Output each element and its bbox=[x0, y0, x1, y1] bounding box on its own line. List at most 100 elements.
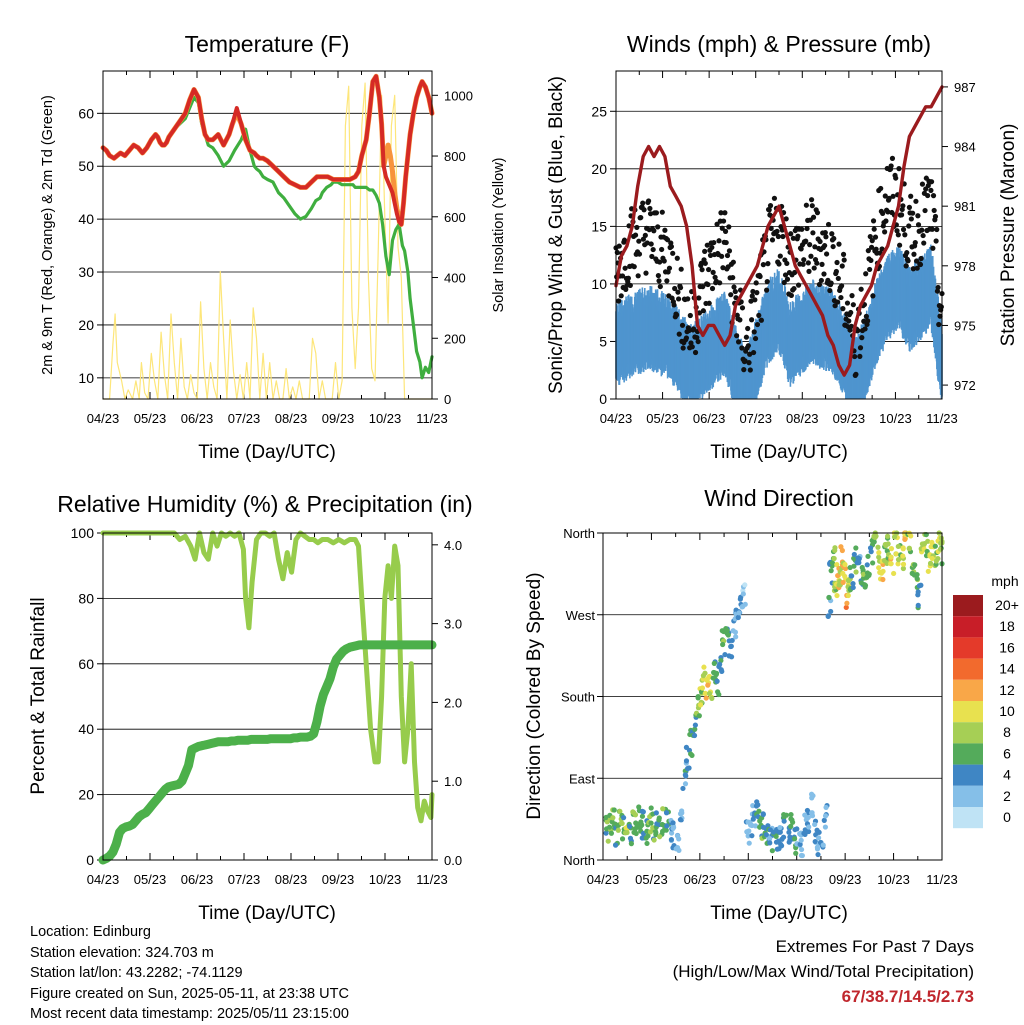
gust-point bbox=[614, 249, 620, 256]
gust-point bbox=[882, 193, 888, 199]
title-wdir: Wind Direction bbox=[704, 485, 854, 511]
direction-point bbox=[793, 850, 799, 856]
direction-point bbox=[701, 664, 707, 670]
direction-point bbox=[885, 541, 891, 547]
direction-point bbox=[777, 824, 783, 831]
extremes-title: Extremes For Past 7 Days bbox=[775, 937, 974, 956]
gust-point bbox=[833, 268, 839, 275]
direction-point bbox=[804, 807, 810, 814]
panel-temp: Temperature (F) Time (Day/UTC) 2m & 9m T (… bbox=[40, 31, 507, 463]
gust-point bbox=[930, 245, 936, 251]
ylabel-wind: Sonic/Prop Wind & Gust (Blue, Black) bbox=[546, 76, 567, 394]
gust-point bbox=[807, 242, 813, 248]
gust-point bbox=[668, 243, 675, 250]
gust-point bbox=[724, 252, 731, 259]
gust-point bbox=[903, 263, 909, 269]
gust-point bbox=[865, 318, 871, 324]
gust-point bbox=[857, 353, 863, 359]
gust-point bbox=[750, 288, 756, 295]
direction-point bbox=[864, 562, 870, 568]
legend-label-6: 6 bbox=[1003, 745, 1011, 761]
gust-point bbox=[647, 205, 653, 212]
direction-point bbox=[683, 744, 690, 750]
plot-frame-temp bbox=[102, 70, 433, 400]
gust-point bbox=[835, 299, 841, 305]
direction-point bbox=[706, 690, 713, 697]
direction-point bbox=[781, 818, 787, 824]
direction-point bbox=[893, 551, 899, 557]
ytick-label-temp: 30 bbox=[78, 264, 94, 280]
gust-point bbox=[720, 265, 726, 271]
gust-point bbox=[805, 260, 811, 266]
direction-point bbox=[873, 533, 879, 539]
xtick-label-rh: 07/23 bbox=[228, 872, 261, 887]
direction-point bbox=[786, 839, 792, 845]
direction-point bbox=[805, 814, 811, 821]
gust-point bbox=[619, 273, 626, 279]
gust-point bbox=[823, 251, 830, 257]
ytick-label-rh: 100 bbox=[71, 525, 95, 541]
gust-point bbox=[912, 240, 918, 246]
xtick-label-rh: 06/23 bbox=[181, 872, 214, 887]
direction-point bbox=[730, 628, 736, 634]
direction-point bbox=[834, 592, 840, 599]
gust-point bbox=[722, 210, 728, 216]
gust-point bbox=[659, 246, 665, 253]
gust-point bbox=[930, 193, 937, 199]
gust-point bbox=[886, 195, 892, 201]
direction-point bbox=[711, 660, 717, 666]
direction-point bbox=[895, 561, 901, 567]
direction-point bbox=[829, 560, 836, 566]
direction-point bbox=[699, 685, 706, 691]
gust-point bbox=[632, 232, 639, 238]
direction-point bbox=[925, 538, 931, 544]
direction-point bbox=[726, 653, 732, 659]
gust-point bbox=[928, 187, 934, 193]
gust-point bbox=[829, 231, 835, 237]
direction-point bbox=[653, 829, 659, 836]
direction-point bbox=[900, 545, 906, 551]
gust-point bbox=[702, 248, 708, 254]
ytick-label-wind: 5 bbox=[599, 333, 607, 349]
legend-label-8: 8 bbox=[1003, 724, 1011, 740]
gust-point bbox=[849, 293, 855, 299]
xtick-label-wdir: 08/23 bbox=[780, 872, 813, 887]
gust-point bbox=[900, 203, 906, 209]
direction-point bbox=[628, 841, 634, 847]
gust-point bbox=[827, 287, 833, 294]
direction-point bbox=[878, 570, 885, 576]
gust-point bbox=[777, 253, 783, 259]
gust-point bbox=[879, 246, 885, 252]
xtick-label-wdir: 11/23 bbox=[926, 872, 958, 887]
gust-point bbox=[754, 290, 760, 296]
gust-point bbox=[758, 317, 764, 323]
direction-point bbox=[720, 641, 726, 648]
y2tick-label-temp: 600 bbox=[444, 210, 466, 225]
direction-point bbox=[862, 582, 869, 589]
direction-point bbox=[728, 643, 734, 649]
direction-point bbox=[859, 564, 865, 571]
direction-point bbox=[645, 833, 651, 839]
direction-point bbox=[884, 533, 891, 539]
direction-point bbox=[875, 544, 881, 550]
direction-point bbox=[902, 536, 908, 543]
gust-point bbox=[819, 261, 825, 267]
direction-point bbox=[914, 571, 920, 578]
direction-point bbox=[682, 781, 689, 787]
gust-point bbox=[800, 261, 806, 267]
y2tick-label-wind: 987 bbox=[954, 80, 976, 95]
direction-point bbox=[763, 832, 769, 838]
direction-point bbox=[746, 840, 752, 846]
direction-point bbox=[627, 835, 634, 841]
gust-point bbox=[730, 274, 736, 281]
gust-point bbox=[655, 272, 661, 279]
gust-point bbox=[700, 308, 706, 314]
gust-point bbox=[858, 286, 864, 292]
y2tick-label-rh: 0.0 bbox=[444, 853, 462, 868]
gust-point bbox=[716, 238, 722, 244]
xtick-label-wdir: 10/23 bbox=[877, 872, 910, 887]
gust-point bbox=[905, 258, 911, 264]
direction-point bbox=[825, 613, 831, 619]
gust-point bbox=[646, 198, 652, 204]
